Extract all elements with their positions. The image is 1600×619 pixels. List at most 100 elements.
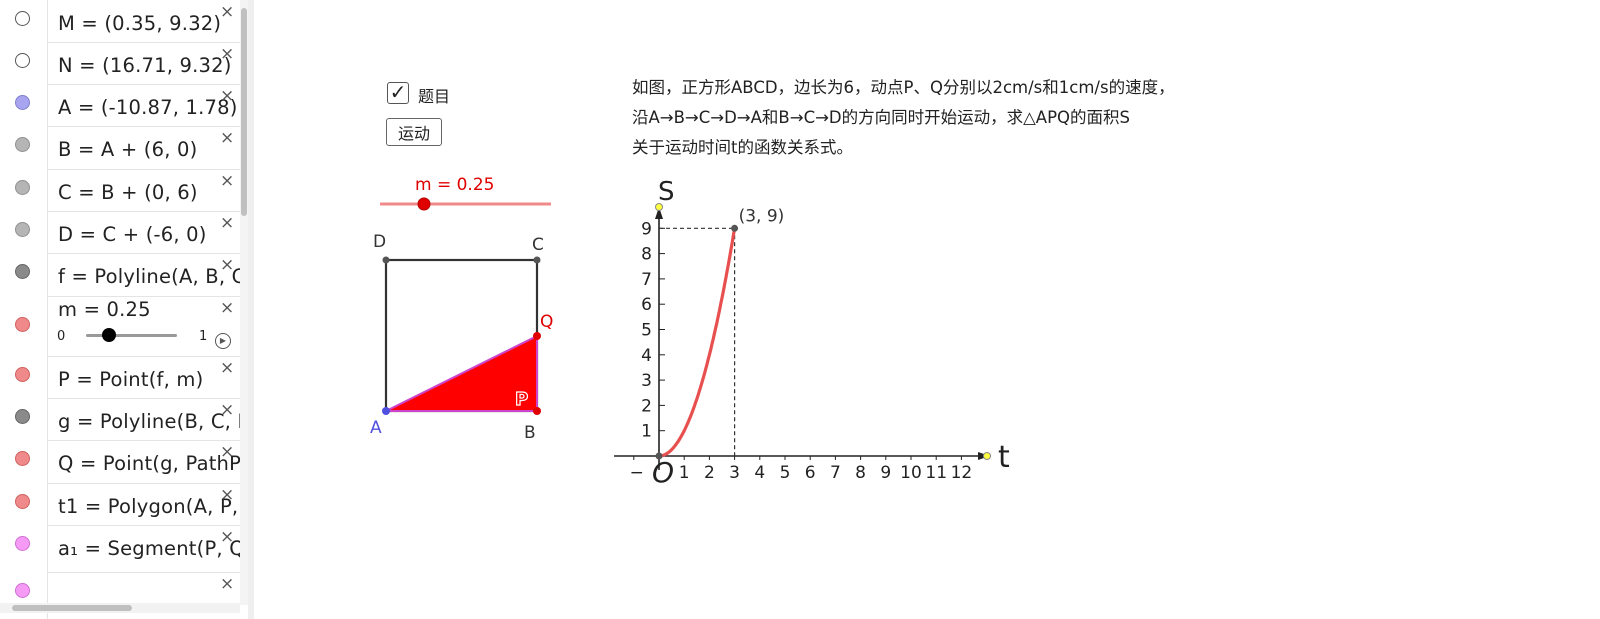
visibility-toggle-icon[interactable]	[15, 536, 30, 551]
problem-checkbox[interactable]: ✓	[387, 82, 409, 104]
algebra-row[interactable]: f = Polyline(A, B, C ×	[0, 253, 245, 297]
y-tick-label: 7	[641, 270, 652, 290]
close-icon[interactable]: ×	[220, 527, 235, 547]
algebra-row[interactable]: B = A + (6, 0) ×	[0, 126, 240, 170]
algebra-expression[interactable]: D = C + (-6, 0)	[58, 223, 207, 246]
m-slider-label: m = 0.25	[415, 175, 494, 195]
algebra-row[interactable]: g = Polyline(B, C, I ×	[0, 398, 244, 441]
x-tick-label: 9	[880, 463, 891, 483]
visibility-toggle-icon[interactable]	[15, 264, 30, 279]
algebra-slider-knob[interactable]	[101, 328, 116, 342]
vertical-scrollbar-thumb[interactable]	[241, 8, 247, 216]
algebra-expression[interactable]: P = Point(f, m)	[58, 368, 204, 391]
algebra-expression[interactable]: B = A + (6, 0)	[58, 138, 198, 161]
triangle-apq	[386, 336, 537, 411]
motion-button[interactable]: 运动	[386, 118, 442, 146]
close-icon[interactable]: ×	[220, 400, 235, 420]
panel-divider[interactable]	[248, 0, 254, 619]
visibility-toggle-icon[interactable]	[15, 494, 30, 509]
series-curve	[658, 228, 737, 458]
algebra-row[interactable]: D = C + (-6, 0) ×	[0, 211, 240, 254]
point-d[interactable]	[382, 256, 390, 264]
visibility-toggle-icon[interactable]	[15, 409, 30, 424]
problem-line-2: 沿A→B→C→D→A和B→C→D的方向同时开始运动，求△APQ的面积S	[632, 108, 1131, 127]
point-q[interactable]	[533, 332, 541, 340]
algebra-expression[interactable]: M = (0.35, 9.32)	[58, 12, 222, 35]
x-tick-label: 3	[729, 463, 740, 483]
y-tick-label: 1	[641, 422, 652, 442]
visibility-toggle-icon[interactable]	[15, 137, 30, 152]
algebra-row[interactable]: t1 = Polygon(A, P, ×	[0, 483, 240, 526]
x-tick-label: 6	[805, 463, 816, 483]
algebra-slider-max: 1	[199, 329, 208, 344]
point-origin[interactable]	[655, 452, 663, 460]
algebra-expression[interactable]: t1 = Polygon(A, P,	[58, 495, 239, 518]
algebra-expression[interactable]: g = Polyline(B, C, I	[58, 410, 244, 433]
point-c[interactable]	[533, 256, 541, 264]
visibility-toggle-icon[interactable]	[15, 95, 30, 110]
algebra-row[interactable]: m = 0.25 × 0 1 ▶	[0, 296, 240, 357]
label-p: P	[515, 389, 528, 410]
algebra-expression[interactable]: Q = Point(g, PathP	[58, 452, 242, 475]
m-slider-knob[interactable]	[417, 197, 431, 211]
visibility-toggle-icon[interactable]	[15, 451, 30, 466]
algebra-row[interactable]: N = (16.71, 9.32) ×	[0, 42, 240, 85]
algebra-row[interactable]: C = B + (0, 6) ×	[0, 169, 240, 212]
visibility-toggle-icon[interactable]	[15, 367, 30, 382]
x-tick-label: 12	[951, 463, 973, 483]
algebra-row[interactable]: M = (0.35, 9.32) ×	[0, 0, 240, 43]
visibility-toggle-icon[interactable]	[15, 317, 30, 332]
point-n[interactable]	[983, 452, 991, 460]
close-icon[interactable]: ×	[220, 255, 235, 275]
x-tick-label: 8	[855, 463, 866, 483]
problem-checkbox-label: 题目	[418, 87, 451, 106]
point-a[interactable]	[382, 407, 390, 415]
close-icon[interactable]: ×	[220, 2, 235, 22]
point-p[interactable]	[533, 407, 541, 415]
visibility-toggle-icon[interactable]	[15, 180, 30, 195]
visibility-toggle-icon[interactable]	[15, 53, 30, 68]
close-icon[interactable]: ×	[220, 442, 235, 462]
algebra-slider-min: 0	[57, 329, 66, 344]
play-icon[interactable]: ▶	[215, 333, 231, 349]
x-tick-label: 10	[900, 463, 922, 483]
point-m[interactable]	[655, 203, 663, 211]
algebra-row[interactable]: A = (-10.87, 1.78) ×	[0, 84, 240, 127]
visibility-toggle-icon[interactable]	[15, 222, 30, 237]
algebra-row[interactable]: P = Point(f, m) ×	[0, 356, 240, 399]
close-icon[interactable]: ×	[220, 574, 235, 594]
algebra-row[interactable]: a₁ = Segment(P, Q ×	[0, 525, 245, 573]
close-icon[interactable]: ×	[220, 213, 235, 233]
algebra-expression[interactable]: A = (-10.87, 1.78)	[58, 96, 238, 119]
vertical-scrollbar-track[interactable]	[240, 0, 248, 605]
algebra-expression[interactable]: C = B + (0, 6)	[58, 181, 198, 204]
close-icon[interactable]: ×	[220, 86, 235, 106]
label-c: C	[532, 235, 544, 255]
algebra-row[interactable]: Q = Point(g, PathP ×	[0, 440, 242, 484]
close-icon[interactable]: ×	[220, 358, 235, 378]
problem-statement: 如图，正方形ABCD，边长为6，动点P、Q分别以2cm/s和1cm/s的速度， …	[632, 73, 1292, 163]
algebra-expression[interactable]: m = 0.25	[58, 298, 151, 321]
algebra-slider-track[interactable]	[86, 334, 177, 337]
x-axis-arrow	[978, 452, 990, 460]
close-icon[interactable]: ×	[220, 128, 235, 148]
y-tick-label: 9	[641, 219, 652, 239]
visibility-toggle-icon[interactable]	[15, 583, 30, 598]
problem-line-3: 关于运动时间t的函数关系式。	[632, 138, 853, 157]
x-axis-label: t	[998, 440, 1010, 475]
square-abcd	[384, 258, 539, 413]
close-icon[interactable]: ×	[220, 44, 235, 64]
horizontal-scrollbar-thumb[interactable]	[12, 605, 132, 611]
close-icon[interactable]: ×	[220, 485, 235, 505]
algebra-expression[interactable]: a₁ = Segment(P, Q	[58, 537, 245, 560]
close-icon[interactable]: ×	[220, 171, 235, 191]
check-icon: ✓	[389, 80, 407, 104]
point-endpoint[interactable]	[731, 224, 739, 232]
visibility-gutter	[0, 525, 48, 572]
segment-aq	[385, 335, 538, 412]
visibility-toggle-icon[interactable]	[15, 11, 30, 26]
algebra-expression[interactable]: N = (16.71, 9.32)	[58, 54, 232, 77]
close-icon[interactable]: ×	[220, 298, 235, 318]
algebra-expression[interactable]: f = Polyline(A, B, C	[58, 265, 246, 288]
